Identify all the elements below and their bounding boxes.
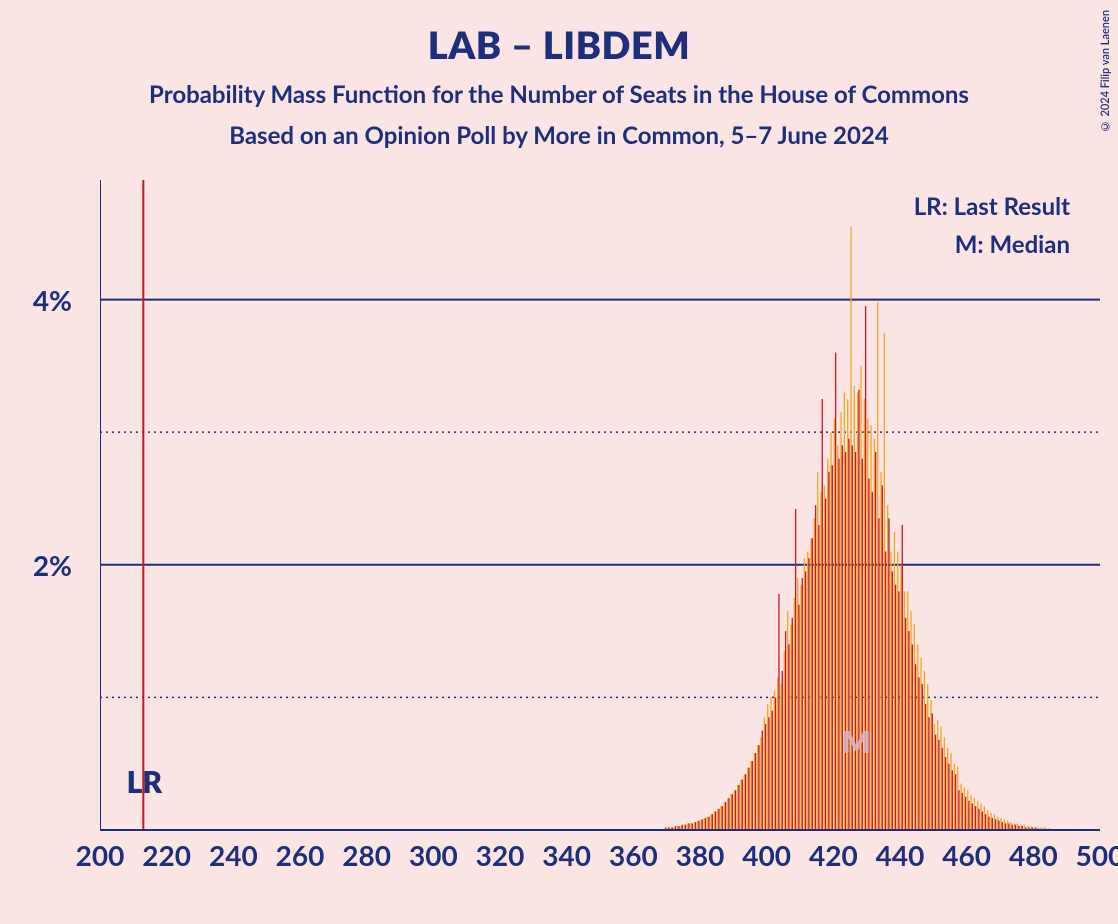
- copyright-text: © 2024 Filip van Laenen: [1099, 10, 1112, 132]
- chart-area: LR: Last Result M: Median 2%4% 200220240…: [100, 180, 1100, 830]
- chart-title: LAB – LIBDEM: [0, 0, 1118, 68]
- chart-subtitle-2: Based on an Opinion Poll by More in Comm…: [0, 109, 1118, 150]
- median-marker-label: M: [842, 724, 871, 760]
- legend-lr: LR: Last Result: [914, 188, 1070, 226]
- y-tick-label: 2%: [33, 548, 72, 582]
- x-tick-label: 400: [742, 838, 791, 872]
- x-tick-label: 460: [942, 838, 991, 872]
- x-tick-label: 440: [876, 838, 925, 872]
- x-tick-label: 320: [476, 838, 525, 872]
- x-tick-label: 200: [76, 838, 125, 872]
- x-tick-label: 240: [209, 838, 258, 872]
- x-tick-label: 380: [676, 838, 725, 872]
- x-tick-label: 300: [409, 838, 458, 872]
- x-tick-label: 260: [276, 838, 325, 872]
- chart-legend: LR: Last Result M: Median: [914, 188, 1070, 265]
- x-tick-label: 500: [1076, 838, 1118, 872]
- chart-svg: [100, 180, 1100, 880]
- x-tick-label: 340: [542, 838, 591, 872]
- lr-marker-label: LR: [127, 764, 162, 800]
- y-tick-label: 4%: [33, 283, 72, 317]
- chart-subtitle-1: Probability Mass Function for the Number…: [0, 68, 1118, 109]
- legend-m: M: Median: [914, 226, 1070, 264]
- x-tick-label: 360: [609, 838, 658, 872]
- x-tick-label: 280: [342, 838, 391, 872]
- x-tick-label: 480: [1009, 838, 1058, 872]
- x-tick-label: 220: [142, 838, 191, 872]
- x-tick-label: 420: [809, 838, 858, 872]
